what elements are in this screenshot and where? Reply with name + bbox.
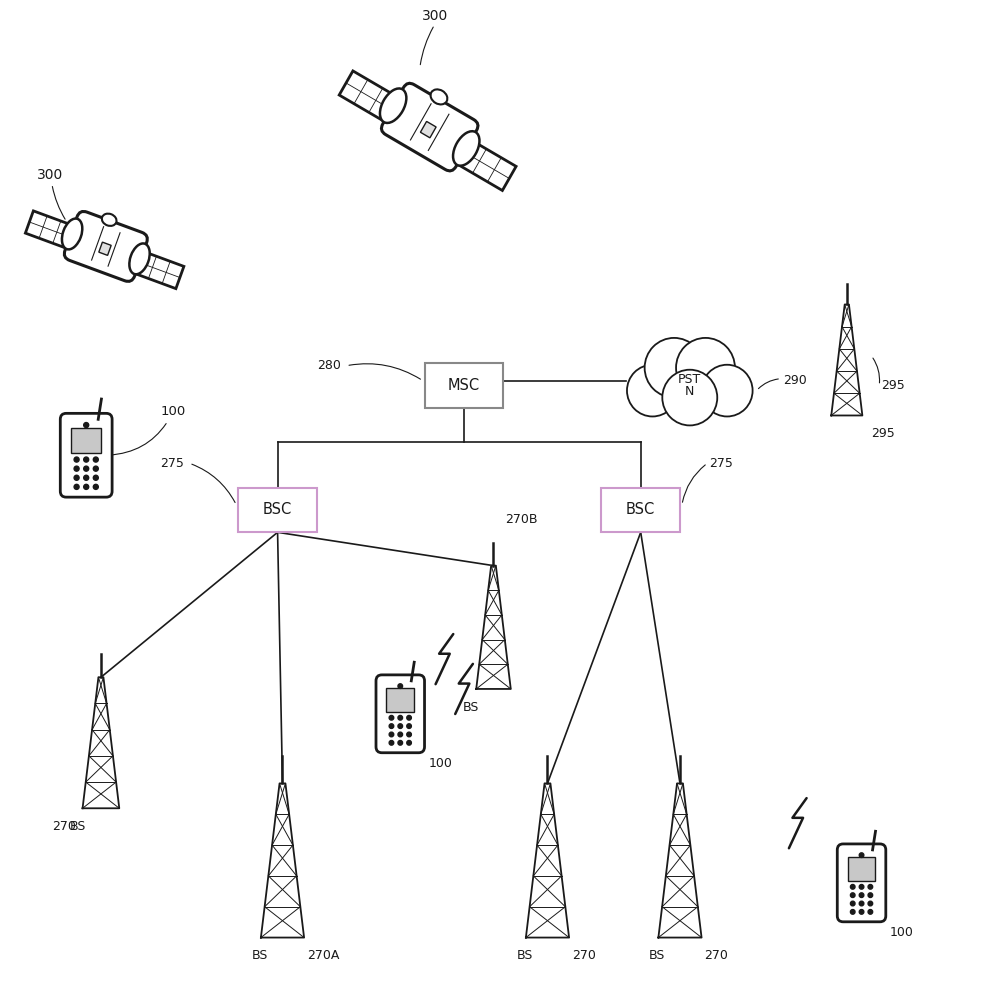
Circle shape [74, 475, 79, 480]
Text: 270A: 270A [307, 949, 339, 962]
FancyBboxPatch shape [376, 675, 424, 753]
Circle shape [859, 884, 863, 889]
Ellipse shape [453, 131, 479, 166]
Text: 270: 270 [704, 949, 728, 962]
Text: 290: 290 [782, 374, 806, 387]
Circle shape [850, 910, 854, 914]
Circle shape [84, 466, 89, 471]
Circle shape [74, 457, 79, 462]
Text: BS: BS [461, 701, 478, 714]
Circle shape [867, 901, 872, 906]
Bar [99, 242, 111, 255]
Circle shape [94, 466, 99, 471]
Circle shape [388, 740, 393, 745]
FancyBboxPatch shape [381, 83, 477, 171]
Polygon shape [475, 566, 511, 689]
Ellipse shape [102, 214, 116, 226]
Text: 295: 295 [880, 379, 904, 392]
Ellipse shape [62, 219, 82, 249]
Bar [443, 132, 516, 190]
Text: BS: BS [648, 949, 665, 962]
FancyBboxPatch shape [836, 844, 884, 922]
Polygon shape [83, 677, 119, 808]
Circle shape [859, 910, 863, 914]
Circle shape [859, 853, 863, 857]
Bar [339, 71, 412, 130]
Circle shape [388, 732, 393, 737]
Text: 270: 270 [52, 820, 76, 833]
FancyBboxPatch shape [60, 413, 112, 497]
Circle shape [850, 901, 854, 906]
Text: BSC: BSC [625, 502, 655, 517]
Text: 100: 100 [888, 926, 913, 939]
Circle shape [94, 475, 99, 480]
FancyBboxPatch shape [600, 488, 679, 532]
Ellipse shape [430, 89, 447, 104]
Circle shape [94, 484, 99, 489]
Text: BS: BS [70, 820, 86, 833]
Circle shape [867, 884, 872, 889]
Circle shape [84, 423, 89, 428]
Circle shape [397, 740, 402, 745]
Circle shape [406, 732, 411, 737]
Text: 100: 100 [108, 405, 185, 455]
Circle shape [74, 466, 79, 471]
Circle shape [662, 370, 717, 425]
Circle shape [867, 893, 872, 897]
FancyBboxPatch shape [424, 363, 503, 408]
Circle shape [397, 684, 402, 688]
Text: BS: BS [516, 949, 532, 962]
Circle shape [406, 715, 411, 720]
FancyBboxPatch shape [71, 428, 102, 453]
Text: BSC: BSC [262, 502, 292, 517]
Bar [26, 211, 88, 253]
Circle shape [701, 365, 752, 416]
Text: 270B: 270B [505, 513, 537, 526]
Text: 295: 295 [871, 427, 894, 440]
FancyBboxPatch shape [387, 688, 414, 712]
Circle shape [850, 893, 854, 897]
Circle shape [406, 740, 411, 745]
Polygon shape [526, 783, 569, 938]
FancyBboxPatch shape [847, 857, 875, 881]
Circle shape [397, 715, 402, 720]
Ellipse shape [129, 243, 150, 274]
Circle shape [859, 893, 863, 897]
Circle shape [84, 475, 89, 480]
FancyBboxPatch shape [238, 488, 317, 532]
Circle shape [74, 484, 79, 489]
Text: BS: BS [251, 949, 267, 962]
Text: 270: 270 [572, 949, 596, 962]
Text: 280: 280 [317, 359, 341, 372]
Circle shape [850, 884, 854, 889]
Text: 300: 300 [421, 9, 448, 23]
Circle shape [388, 715, 393, 720]
Text: MSC: MSC [448, 378, 479, 393]
Circle shape [84, 457, 89, 462]
Polygon shape [658, 783, 701, 938]
Polygon shape [260, 783, 304, 938]
Text: 275: 275 [709, 457, 733, 470]
Circle shape [675, 338, 735, 398]
Circle shape [388, 724, 393, 728]
Bar [420, 121, 436, 138]
Circle shape [397, 732, 402, 737]
Circle shape [94, 457, 99, 462]
Text: 300: 300 [37, 168, 63, 182]
Circle shape [867, 910, 872, 914]
Circle shape [626, 365, 677, 416]
Text: 275: 275 [161, 457, 184, 470]
Circle shape [644, 338, 703, 398]
Ellipse shape [380, 88, 406, 123]
Circle shape [859, 901, 863, 906]
Circle shape [397, 724, 402, 728]
Bar [121, 246, 183, 289]
Text: 100: 100 [428, 757, 452, 770]
Circle shape [84, 484, 89, 489]
FancyBboxPatch shape [64, 211, 147, 281]
Polygon shape [830, 304, 862, 415]
Circle shape [406, 724, 411, 728]
Text: PST
N: PST N [677, 373, 701, 398]
